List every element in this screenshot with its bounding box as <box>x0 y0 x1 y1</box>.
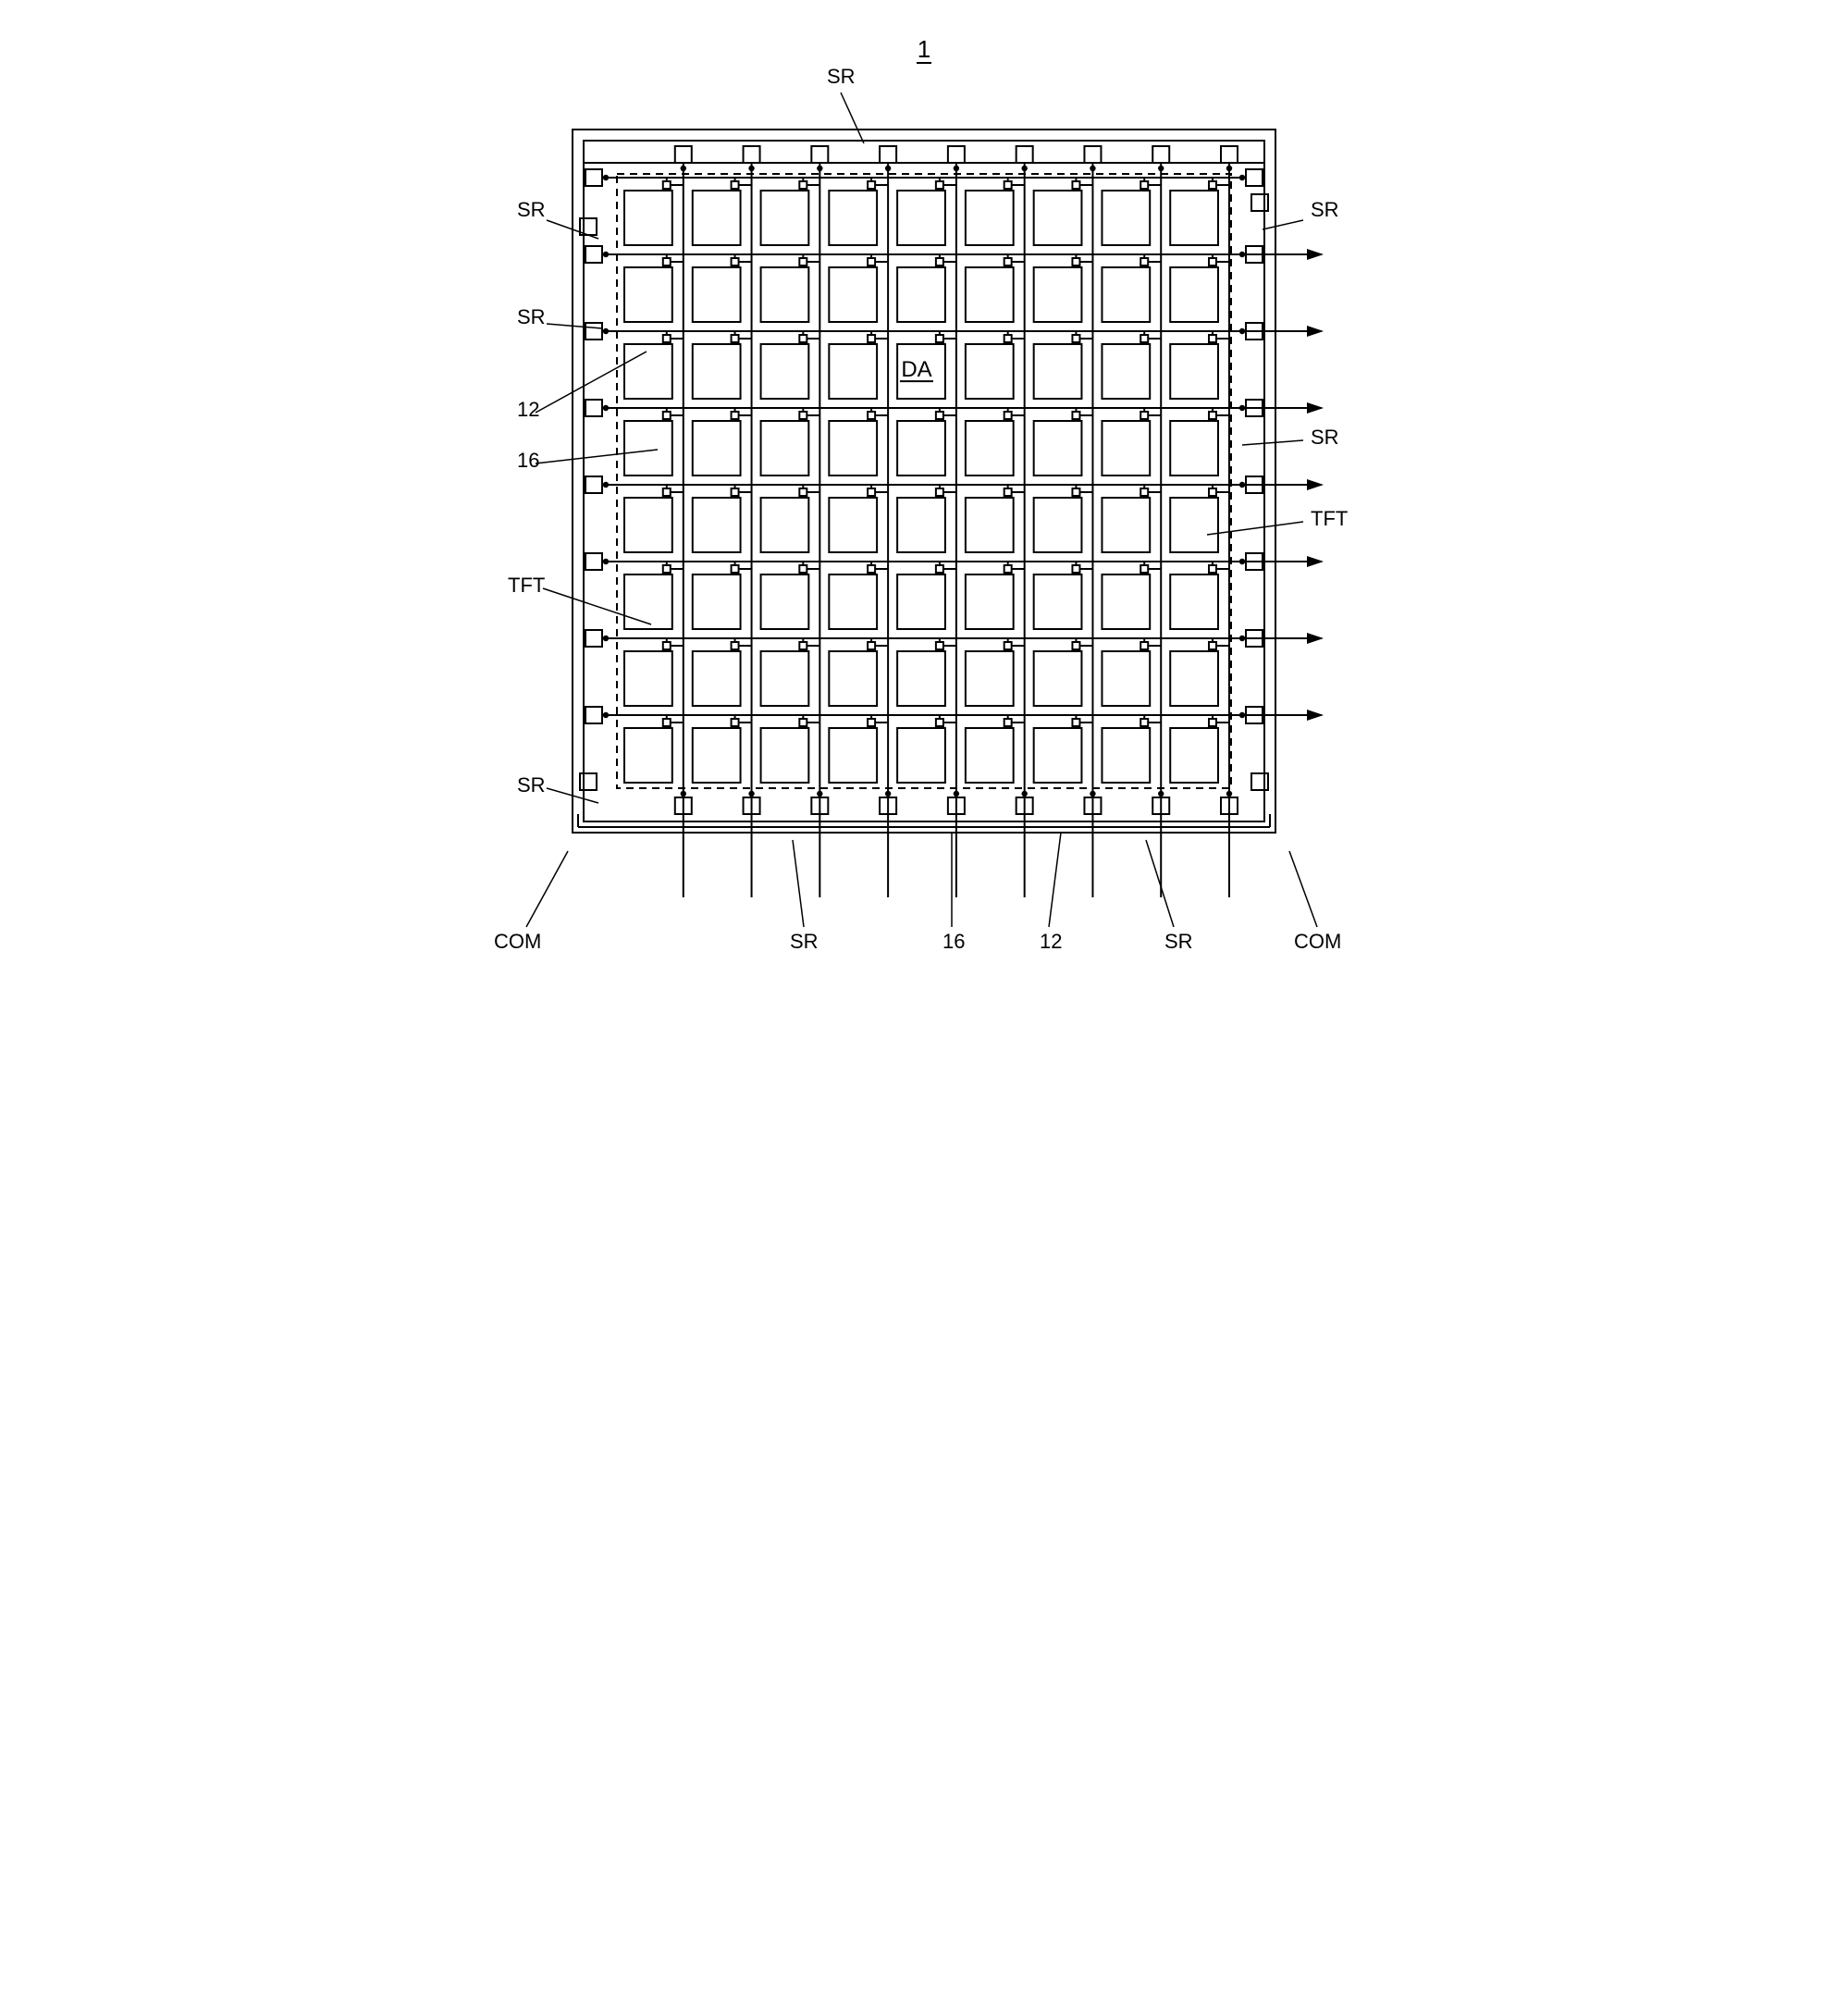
svg-text:SR: SR <box>517 305 546 328</box>
circuit-diagram: 1 DA SR SR SR SR SR TFT 12 16 TFT SR SR SR 16 12 COM COM <box>462 19 1386 1018</box>
svg-text:TFT: TFT <box>1311 507 1348 530</box>
svg-text:SR: SR <box>517 198 546 221</box>
diagram-container: 1 DA SR SR SR SR SR TFT 12 16 TFT SR SR SR 16 12 COM COM <box>462 19 1386 1018</box>
svg-text:12: 12 <box>1040 930 1062 953</box>
svg-text:1: 1 <box>918 35 930 63</box>
svg-text:SR: SR <box>790 930 819 953</box>
svg-text:SR: SR <box>517 773 546 797</box>
svg-text:COM: COM <box>1294 930 1341 953</box>
svg-text:16: 16 <box>942 930 965 953</box>
svg-text:SR: SR <box>1164 930 1193 953</box>
svg-text:SR: SR <box>827 65 856 88</box>
svg-text:SR: SR <box>1311 426 1339 449</box>
svg-text:SR: SR <box>1311 198 1339 221</box>
svg-text:12: 12 <box>517 398 539 421</box>
svg-text:DA: DA <box>901 357 931 382</box>
svg-text:16: 16 <box>517 449 539 472</box>
svg-text:TFT: TFT <box>508 574 545 597</box>
svg-text:COM: COM <box>494 930 541 953</box>
